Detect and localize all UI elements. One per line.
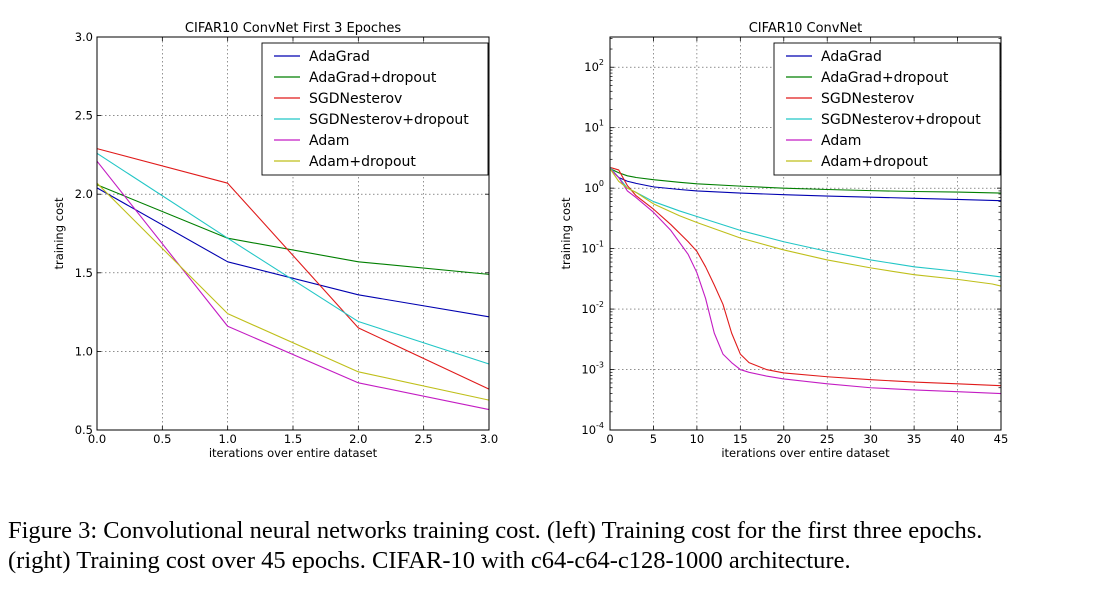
legend-box [773, 42, 1001, 176]
y-axis-label: training cost [52, 197, 66, 270]
tick-label-y: 2.0 [75, 187, 93, 201]
series-line-adam-dropout [609, 168, 1002, 287]
chart-1: 0.0 0.5 1.0 1.5 2.0 2.5 3.00.51.01.52.02.53.0C… [52, 21, 498, 460]
tick-label-y: 10-2 [581, 300, 604, 316]
legend-label: SGDNesterov [309, 91, 402, 107]
x-axis-label: iterations over entire dataset [209, 446, 378, 460]
tick-label-x: 3.0 [480, 432, 498, 446]
tick-label-y: 100 [584, 179, 604, 195]
figure-caption: Figure 3: Convolutional neural networks … [8, 516, 1088, 576]
series-line-sgdnesterov [609, 166, 1002, 387]
tick-label-x: 0 [606, 432, 613, 446]
tick-label-x: 5 [650, 432, 657, 446]
legend-label: AdaGrad [309, 49, 370, 65]
tick-label-y: 1.5 [75, 266, 93, 280]
legend: AdaGrad AdaGrad+dropout SGDNesterov SGDNest… [773, 42, 1001, 176]
series-line-adagrad-dropout [609, 168, 1002, 194]
tick-label-x: 30 [863, 432, 878, 446]
legend-label: SGDNesterov+dropout [309, 112, 469, 128]
tick-label-x: 1.0 [219, 432, 237, 446]
series-line-adam-dropout [96, 182, 490, 401]
tick-label-y: 10-1 [581, 240, 604, 256]
tick-label-x: 15 [733, 432, 748, 446]
tick-label-x: 0.5 [153, 432, 171, 446]
series-line-sgdnesterov-dropout [96, 152, 490, 365]
legend-label: Adam+dropout [821, 154, 928, 170]
tick-label-x: 35 [907, 432, 922, 446]
tick-label-y: 2.5 [75, 109, 93, 123]
tick-label-y: 10-3 [581, 361, 604, 377]
legend-label: AdaGrad+dropout [821, 70, 949, 86]
caption-line-2: (right) Training cost over 45 epochs. CI… [8, 547, 851, 574]
legend-label: AdaGrad+dropout [309, 70, 437, 86]
legend-label: Adam [309, 133, 349, 149]
tick-label-y: 102 [584, 58, 604, 74]
tick-label-y: 0.5 [75, 423, 93, 437]
legend-label: Adam [821, 133, 861, 149]
chart-title: CIFAR10 ConvNet [749, 21, 863, 36]
x-axis-label: iterations over entire dataset [721, 446, 890, 460]
series-line-adagrad [96, 187, 490, 318]
series-line-sgdnesterov [96, 148, 490, 390]
series-line-adam [96, 160, 490, 411]
legend-label: Adam+dropout [309, 154, 416, 170]
tick-label-y: 101 [584, 119, 604, 135]
series-line-adam [609, 168, 1002, 395]
tick-label-x: 1.5 [284, 432, 302, 446]
legend-label: AdaGrad [821, 49, 882, 65]
tick-label-x: 10 [690, 432, 705, 446]
legend-label: SGDNesterov [821, 91, 914, 107]
chart-2: 0 5 10 15 20 25 30 35 40 45 10-4 10-3 10-2 10-1 100 101… [559, 21, 1008, 460]
tick-label-x: 45 [994, 432, 1009, 446]
tick-label-x: 40 [950, 432, 965, 446]
tick-label-x: 20 [776, 432, 791, 446]
plot-frame [609, 36, 1002, 431]
legend-label: SGDNesterov+dropout [821, 112, 981, 128]
series-line-adagrad-dropout [96, 184, 490, 275]
legend: AdaGrad AdaGrad+dropout SGDNesterov SGDNest… [261, 42, 489, 176]
legend-box [261, 42, 489, 176]
tick-label-x: 0.0 [88, 432, 106, 446]
tick-label-x: 25 [820, 432, 835, 446]
tick-label-x: 2.0 [349, 432, 367, 446]
chart-title: CIFAR10 ConvNet First 3 Epoches [185, 21, 401, 36]
tick-label-y: 10-4 [581, 421, 604, 437]
y-axis-label: training cost [559, 197, 573, 270]
tick-label-y: 3.0 [75, 30, 93, 44]
figure-charts: 0.0 0.5 1.0 1.5 2.0 2.5 3.00.51.01.52.02.53.0C… [52, 21, 1008, 460]
tick-label-y: 1.0 [75, 344, 93, 358]
series-line-adagrad [609, 168, 1002, 202]
caption-line-1: Figure 3: Convolutional neural networks … [8, 517, 983, 544]
tick-label-x: 2.5 [415, 432, 433, 446]
